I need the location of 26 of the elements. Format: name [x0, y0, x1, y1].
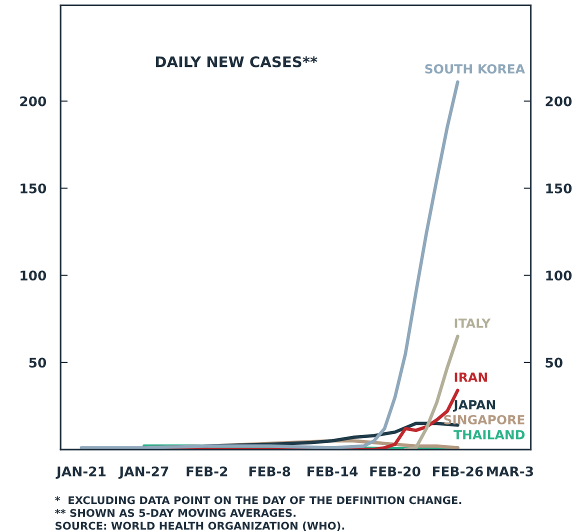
series-label: SINGAPORE — [444, 414, 524, 424]
x-tick-label: FEB-2 — [186, 466, 228, 476]
text: * EXCLUDING DATA POINT ON THE DAY OF THE DEFINITION CHANGE. — [55, 496, 462, 504]
y-tick-label: 150 — [20, 183, 46, 194]
y2-tick-label: 100 — [546, 270, 572, 281]
text: DAILY NEW CASES** — [156, 56, 318, 68]
y2-tick-label: 150 — [546, 183, 572, 194]
x-tick-label: FEB-26 — [432, 466, 483, 476]
x-tick-label: FEB-8 — [249, 466, 290, 476]
x-tick-label: JAN-21 — [56, 466, 106, 479]
y2-tick-label: 200 — [546, 96, 572, 106]
series-label: JAPAN — [452, 400, 496, 412]
x-tick-label: JAN-27 — [118, 466, 168, 479]
x-tick-label: FEB-14 — [308, 466, 358, 476]
y-tick-label: 50 — [29, 358, 46, 368]
series-label: ITALY — [454, 318, 491, 328]
text: ** SHOWN AS 5-DAY MOVING AVERAGES. — [55, 508, 296, 517]
y-tick-label: 100 — [20, 270, 46, 281]
x-tick-label: FEB-20 — [370, 466, 420, 476]
series-label: THAILAND — [454, 430, 525, 440]
x-tick-label: MAR-3 — [487, 466, 533, 476]
source-note: SOURCE: WORLD HEALTH ORGANIZATION (WHO). — [56, 522, 344, 531]
y2-tick-label: 50 — [546, 358, 562, 368]
series-label: IRAN — [454, 372, 487, 382]
y-tick-label: 200 — [20, 96, 46, 106]
series-label: SOUTH KOREA — [425, 64, 525, 74]
